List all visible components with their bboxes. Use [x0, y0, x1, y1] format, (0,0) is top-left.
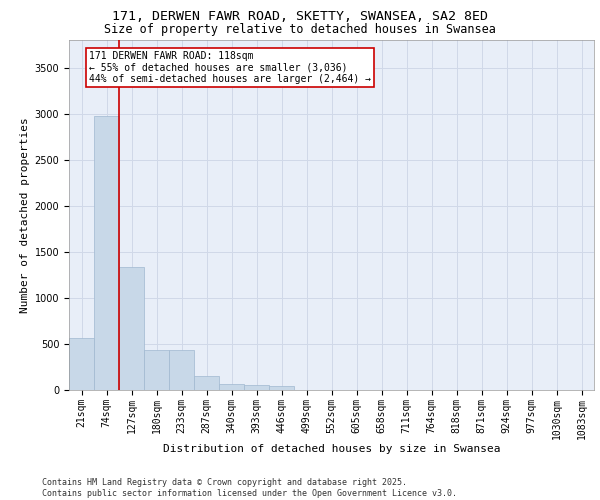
Bar: [144, 350, 169, 390]
Y-axis label: Number of detached properties: Number of detached properties: [20, 117, 31, 313]
Bar: [169, 350, 194, 390]
Bar: [119, 266, 144, 390]
Text: Contains HM Land Registry data © Crown copyright and database right 2025.
Contai: Contains HM Land Registry data © Crown c…: [42, 478, 457, 498]
Text: Size of property relative to detached houses in Swansea: Size of property relative to detached ho…: [104, 22, 496, 36]
Bar: [94, 116, 119, 390]
Text: 171, DERWEN FAWR ROAD, SKETTY, SWANSEA, SA2 8ED: 171, DERWEN FAWR ROAD, SKETTY, SWANSEA, …: [112, 10, 488, 23]
Bar: [69, 338, 94, 390]
Bar: [219, 384, 244, 390]
Bar: [194, 376, 219, 390]
Bar: [269, 386, 294, 390]
Bar: [244, 386, 269, 390]
Text: 171 DERWEN FAWR ROAD: 118sqm
← 55% of detached houses are smaller (3,036)
44% of: 171 DERWEN FAWR ROAD: 118sqm ← 55% of de…: [89, 51, 371, 84]
X-axis label: Distribution of detached houses by size in Swansea: Distribution of detached houses by size …: [163, 444, 500, 454]
